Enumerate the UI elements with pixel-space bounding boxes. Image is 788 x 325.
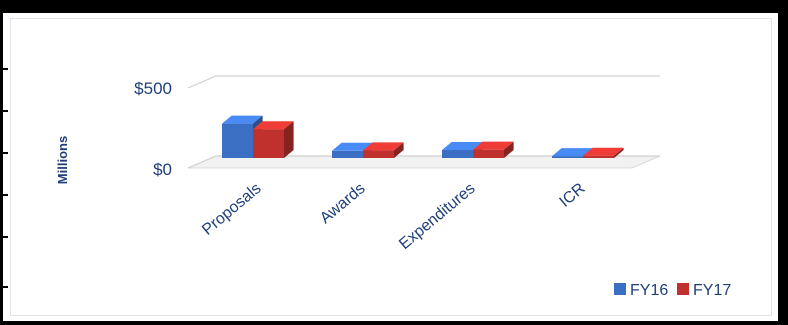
row-divider [0,286,8,288]
left-border [0,10,3,325]
x-tick-labels: Proposals Awards Expenditures ICR [199,180,588,253]
bar-front [552,156,583,158]
gridline [187,75,660,89]
legend-swatch [614,283,626,295]
bar-front [253,129,284,158]
bar-side [284,121,294,158]
x-tick-label: ICR [557,180,589,211]
bar-top [253,121,294,130]
bar-top [222,115,263,124]
y-tick-label-max: $500 [134,79,172,98]
bar-front [363,150,394,158]
bar-side [614,147,624,158]
row-divider [0,68,8,70]
bar-top [473,141,514,150]
bars [222,115,624,158]
bar-side [504,141,514,158]
row-divider [0,152,8,154]
legend: FY16 FY17 [614,282,731,299]
bottom-border [0,321,788,325]
legend-label: FY17 [693,282,731,299]
y-tick-label-zero: $0 [153,160,172,179]
bar-fy17-proposals [253,121,294,158]
x-tick-label: Awards [317,180,369,227]
bar-side [394,142,404,158]
bar-top [363,142,404,151]
top-border [0,0,788,10]
bar-top [332,142,373,151]
bar-front [583,155,614,158]
x-tick-label: Expenditures [396,180,478,253]
bar-front [332,150,363,158]
x-tick-label: Proposals [199,180,264,239]
bar-front [473,149,504,158]
legend-label: FY16 [630,282,668,299]
legend-item-fy17: FY17 [677,282,731,299]
row-divider [0,110,8,112]
bar-fy17-icr [583,147,624,158]
bar-fy16-proposals [222,115,263,158]
bar-front [222,123,253,158]
legend-item-fy16: FY16 [614,282,668,299]
chart-area [10,18,772,316]
bar-fy17-awards [363,142,404,158]
bar-top [442,142,483,150]
bar-top [583,147,624,156]
grid-lines [187,75,660,169]
bar-fy17-expenditures [473,141,514,158]
y-axis-label: Millions [55,136,70,184]
row-divider [0,194,8,196]
legend-swatch [677,283,689,295]
top-border-inner [0,10,788,13]
row-divider [0,236,8,238]
bar-front [442,150,473,158]
bar-top [552,148,593,157]
gridline [187,155,660,169]
right-border [778,10,788,325]
